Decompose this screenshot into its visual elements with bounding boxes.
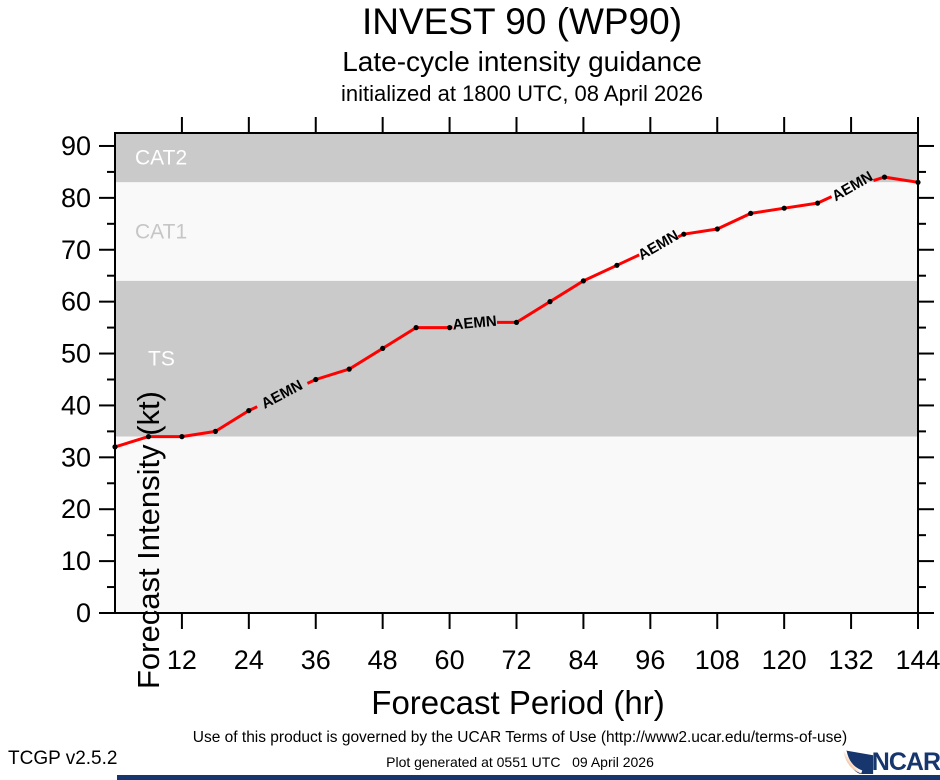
forecast-point-marker — [614, 262, 620, 268]
forecast-point-marker — [547, 299, 553, 305]
y-tick-label: 90 — [61, 131, 91, 161]
x-tick-label: 120 — [762, 645, 807, 675]
band-CAT2 — [115, 133, 918, 183]
forecast-point-marker — [145, 434, 152, 440]
x-tick-label: 144 — [895, 645, 940, 675]
terms-of-use-text: Use of this product is governed by the U… — [192, 729, 848, 746]
ncar-logo: NCAR — [843, 742, 940, 780]
ncar-logo-text: NCAR — [871, 748, 940, 776]
y-tick-label: 80 — [61, 183, 91, 213]
x-tick-label: 36 — [301, 645, 331, 675]
forecast-point-marker — [714, 226, 720, 232]
generated-timestamp: Plot generated at 0551 UTC 09 April 2026 — [386, 754, 654, 770]
y-tick-label: 60 — [61, 287, 91, 317]
tcgp-version-text: TCGP v2.5.2 — [8, 748, 118, 769]
forecast-point-marker — [380, 345, 386, 351]
y-tick-label: 70 — [61, 235, 91, 265]
x-tick-label: 72 — [501, 645, 531, 675]
band-CAT1 — [115, 182, 918, 281]
forecast-point-marker — [313, 376, 319, 383]
forecast-point-marker — [513, 319, 520, 325]
page-subtitle: Late-cycle intensity guidance — [342, 46, 702, 77]
y-axis-label: Forecast Intensity (kt) — [131, 391, 167, 690]
band-TS — [115, 280, 918, 437]
x-axis-label: Forecast Period (hr) — [371, 684, 665, 721]
page-title: INVEST 90 (WP90) — [361, 1, 683, 42]
y-tick-label: 30 — [61, 442, 91, 472]
forecast-point-marker — [881, 174, 888, 180]
forecast-point-marker — [781, 205, 787, 211]
x-tick-label: 132 — [829, 645, 874, 675]
title-block: INVEST 90 (WP90) Late-cycle intensity gu… — [116, 0, 928, 108]
footer-navy-bar — [117, 775, 940, 780]
y-tick-label: 20 — [61, 494, 91, 524]
x-tick-label: 12 — [167, 645, 197, 675]
forecast-point-marker — [447, 325, 453, 331]
forecast-line-segment — [497, 253, 640, 324]
ncar-swoosh-icon — [843, 750, 874, 775]
init-time-line: initialized at 1800 UTC, 08 April 2026 — [341, 81, 703, 106]
y-tick-label: 0 — [76, 598, 91, 628]
forecast-point-marker — [246, 408, 252, 414]
forecast-point-marker — [179, 434, 185, 440]
forecast-point-marker — [580, 278, 587, 284]
forecast-point-marker — [413, 325, 419, 331]
y-tick-label: 10 — [61, 546, 91, 576]
y-tick-label: 40 — [61, 390, 91, 420]
forecast-point-marker — [815, 200, 821, 206]
forecast-point-marker — [212, 428, 218, 434]
band-label-CAT1: CAT1 — [135, 221, 187, 244]
model-label-aemn: AEMN — [452, 313, 497, 334]
x-tick-label: 48 — [368, 645, 398, 675]
forecast-point-marker — [748, 210, 754, 216]
x-tick-label: 84 — [568, 645, 598, 675]
x-tick-label: 108 — [695, 645, 740, 675]
forecast-point-marker — [681, 231, 687, 237]
x-tick-label: 24 — [234, 645, 264, 675]
band-label-CAT2: CAT2 — [135, 147, 187, 170]
band-below-ts — [115, 436, 918, 613]
band-label-TS: TS — [148, 348, 175, 371]
x-tick-label: 96 — [635, 645, 665, 675]
y-tick-label: 50 — [61, 339, 91, 369]
forecast-point-marker — [346, 366, 352, 372]
x-tick-label: 60 — [435, 645, 465, 675]
